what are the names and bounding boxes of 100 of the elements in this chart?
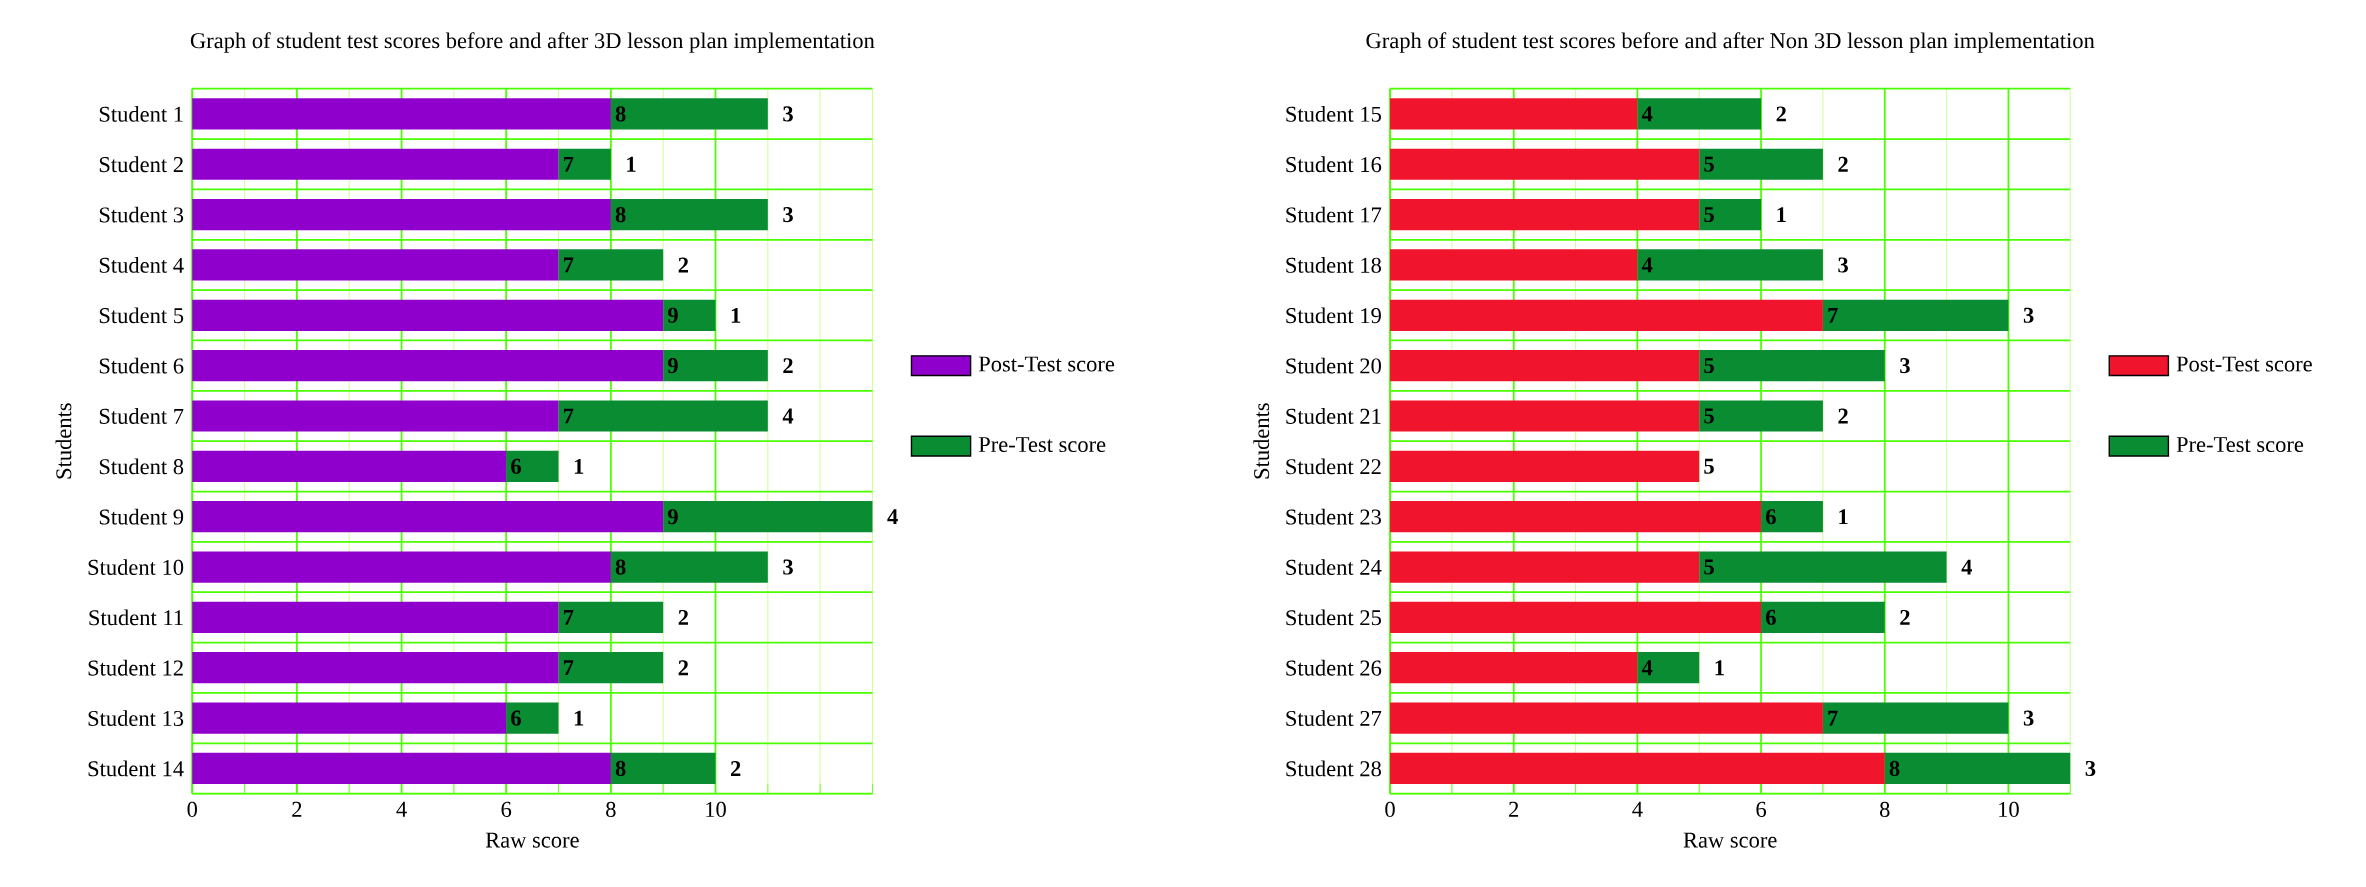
x-tick-label: 10: [706, 801, 726, 817]
data-label: 1: [574, 710, 584, 726]
y-tick-label: Student 5: [99, 307, 184, 324]
y-tick-label: Student 4: [99, 256, 184, 273]
data-label: 3: [2085, 760, 2096, 776]
legend-label: Post-Test score: [2176, 356, 2312, 372]
data-label: 7: [563, 156, 574, 172]
x-tick-label: 10: [1999, 801, 2019, 817]
legend-label: Pre-Test score: [2176, 437, 2304, 452]
data-label: 1: [731, 307, 741, 323]
data-label: 1: [627, 156, 636, 172]
x-tick-label: 6: [1756, 801, 1767, 817]
y-tick-label: Student 14: [88, 760, 184, 777]
data-label: 6: [1766, 609, 1776, 625]
data-label: 7: [563, 609, 574, 625]
x-tick-label: 8: [1879, 801, 1890, 817]
y-axis-title: Students: [1253, 403, 1270, 479]
data-label: 5: [1704, 156, 1714, 172]
data-label: 3: [783, 206, 793, 223]
data-label: 5: [1704, 408, 1714, 424]
data-label: 2: [678, 660, 688, 676]
data-label: 2: [730, 760, 741, 776]
data-label: 4: [1641, 257, 1653, 273]
data-label: 1: [1777, 207, 1786, 222]
data-label: 2: [678, 257, 688, 273]
y-tick-label: Student 3: [99, 206, 184, 223]
data-label: 2: [1776, 106, 1786, 122]
y-tick-label: Student 24: [1286, 559, 1382, 575]
x-axis-title: Raw score: [485, 832, 579, 848]
x-tick-label: 0: [187, 801, 197, 817]
data-label: 9: [667, 307, 678, 323]
data-label: 3: [783, 106, 793, 122]
data-label: 2: [678, 609, 688, 625]
y-tick-label: Student 21: [1286, 407, 1381, 424]
data-label: 4: [1961, 559, 1972, 575]
y-tick-label: Student 27: [1286, 710, 1382, 726]
y-axis-title: Students: [55, 403, 72, 479]
data-label: 9: [667, 357, 678, 374]
data-label: 3: [2023, 307, 2034, 323]
y-tick-label: Student 11: [89, 609, 183, 626]
data-label: 4: [1641, 660, 1653, 676]
chart-title: Graph of student test scores before and after Non 3D lesson plan implementation: [1366, 32, 2095, 53]
data-label: 8: [615, 206, 626, 223]
data-label: 4: [887, 509, 898, 524]
y-tick-label: Student 6: [99, 357, 184, 374]
x-tick-label: 4: [1632, 801, 1643, 817]
data-label: 3: [1838, 257, 1848, 273]
x-tick-label: 6: [501, 801, 512, 817]
y-tick-label: Student 10: [88, 559, 184, 575]
data-label: 4: [782, 408, 794, 424]
data-label: 1: [1839, 509, 1848, 524]
data-label: 3: [1900, 357, 1910, 374]
y-tick-label: Student 7: [99, 407, 184, 424]
data-label: 7: [563, 257, 574, 273]
y-tick-label: Student 15: [1286, 105, 1381, 122]
x-tick-label: 0: [1385, 801, 1395, 817]
data-label: 5: [1704, 207, 1714, 222]
data-label: 8: [1889, 760, 1900, 776]
data-label: 2: [1900, 609, 1910, 625]
data-label: 7: [1828, 710, 1838, 726]
data-label: 2: [1838, 408, 1848, 424]
data-label: 9: [667, 509, 678, 525]
data-label: 1: [574, 458, 584, 474]
x-axis-title: Raw score: [1683, 832, 1777, 848]
data-label: 7: [563, 408, 574, 424]
data-label: 8: [615, 106, 626, 122]
y-tick-label: Student 18: [1286, 256, 1381, 273]
data-label: 5: [1704, 458, 1714, 474]
x-tick-label: 2: [1509, 801, 1519, 817]
legend-label: Post-Test score: [978, 356, 1115, 372]
data-label: 2: [783, 358, 793, 373]
data-label: 6: [1766, 509, 1776, 525]
y-tick-label: Student 17: [1286, 206, 1382, 223]
y-tick-label: Student 1: [99, 105, 183, 122]
data-label: 6: [511, 458, 521, 474]
x-tick-label: 8: [606, 801, 616, 817]
chart-title: Graph of student test scores before and after 3D lesson plan implementation: [190, 32, 875, 53]
data-label: 1: [1715, 660, 1724, 676]
y-tick-label: Student 12: [88, 659, 183, 676]
data-label: 7: [1828, 307, 1838, 323]
y-tick-label: Student 13: [88, 710, 184, 726]
y-tick-label: Student 23: [1286, 508, 1381, 525]
data-label: 3: [2023, 710, 2034, 726]
data-label: 2: [1838, 156, 1848, 172]
data-label: 4: [1641, 106, 1653, 122]
y-tick-label: Student 22: [1286, 458, 1381, 475]
x-tick-label: 2: [292, 801, 302, 817]
legend-label: Pre-Test score: [978, 437, 1106, 452]
y-tick-label: Student 20: [1286, 357, 1381, 374]
data-label: 3: [783, 559, 793, 575]
y-tick-label: Student 9: [99, 508, 184, 525]
y-tick-label: Student 2: [99, 156, 183, 173]
y-tick-label: Student 19: [1286, 307, 1381, 324]
data-label: 7: [563, 660, 574, 675]
y-tick-label: Student 8: [99, 458, 184, 475]
data-label: 6: [511, 710, 521, 726]
y-tick-label: Student 16: [1286, 156, 1382, 173]
x-tick-label: 4: [396, 801, 407, 817]
data-label: 5: [1704, 358, 1714, 373]
data-label: 5: [1704, 559, 1714, 575]
